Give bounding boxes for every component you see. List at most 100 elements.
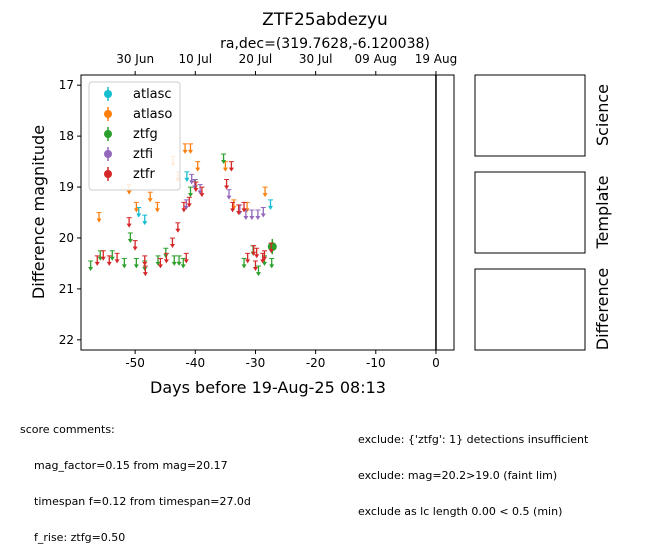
upper-limit-point: [175, 222, 181, 233]
upper-limit-point: [187, 143, 193, 154]
upper-limit-point: [127, 232, 133, 243]
upper-limit-point: [268, 199, 274, 210]
upper-limit-point: [147, 191, 153, 203]
thumbnail-box: [474, 171, 586, 254]
legend-label: atlasc: [133, 87, 172, 102]
upper-limit-point: [255, 265, 261, 277]
upper-limit-point: [195, 161, 201, 172]
x-tick-label: -50: [125, 356, 145, 370]
score-comments: score comments: mag_factor=0.15 from mag…: [20, 400, 251, 556]
top-tick-label: 09 Aug: [355, 52, 398, 66]
upper-limit-point: [96, 212, 102, 223]
upper-limit-point: [249, 209, 255, 221]
upper-limit-point: [260, 207, 266, 218]
x-tick-label: 0: [432, 356, 440, 370]
thumbnail-box: [474, 268, 586, 351]
legend: atlasc atlaso ztfg ztfi ztfr: [88, 81, 181, 191]
y-tick-label: 17: [59, 78, 74, 92]
legend-label: ztfi: [133, 147, 153, 162]
upper-limit-point: [133, 201, 139, 213]
upper-limit-point: [193, 181, 199, 193]
top-tick-label: 10 Jul: [179, 52, 213, 66]
top-tick-label: 19 Aug: [415, 52, 458, 66]
thumbnail-panel: Difference: [474, 268, 612, 351]
x-tick-label: -30: [246, 356, 266, 370]
upper-limit-point: [183, 252, 189, 264]
y-tick-label: 21: [59, 282, 74, 296]
legend-box: [88, 81, 181, 191]
y-tick-label: 19: [59, 180, 74, 194]
thumbnail-panel: Science: [474, 74, 612, 157]
lightcurve-figure: ZTF25abdezyu ra,dec=(319.7628,-6.120038)…: [29, 10, 612, 397]
y-tick-label: 22: [59, 333, 74, 347]
score-comments-header: score comments:: [20, 423, 115, 436]
chart-subtitle: ra,dec=(319.7628,-6.120038): [220, 36, 430, 52]
score-comment-line: f_rise: ztfg=0.50: [34, 531, 126, 544]
upper-limit-point: [133, 257, 139, 269]
thumbnail-label: Science: [593, 84, 612, 146]
upper-limit-point: [241, 201, 247, 213]
upper-limit-point: [269, 257, 275, 269]
upper-limit-point: [245, 252, 251, 264]
upper-limit-point: [94, 255, 100, 266]
upper-limit-point: [121, 257, 127, 269]
upper-limit-point: [182, 143, 188, 154]
upper-limit-point: [155, 255, 161, 266]
upper-limit-point: [230, 201, 236, 213]
x-tick-label: -40: [186, 356, 206, 370]
legend-item: ztfi: [104, 147, 153, 162]
upper-limit-point: [142, 255, 148, 266]
y-axis-label: Difference magnitude: [29, 125, 48, 299]
upper-limit-point: [199, 186, 205, 198]
upper-limit-point: [176, 255, 182, 266]
upper-limit-point: [224, 178, 230, 190]
score-comment-line: timespan f=0.12 from timespan=27.0d: [34, 495, 251, 508]
upper-limit-point: [226, 189, 232, 200]
upper-limit-point: [142, 214, 148, 226]
legend-item: atlasc: [104, 87, 172, 102]
top-tick-label: 30 Jun: [116, 52, 154, 66]
exclude-comment-line: exclude: {'ztfg': 1} detections insuffic…: [358, 433, 589, 446]
upper-limit-point: [186, 196, 192, 208]
upper-limit-point: [241, 257, 247, 269]
y-tick-label: 20: [59, 231, 74, 245]
upper-limit-point: [251, 245, 257, 256]
upper-limit-point: [169, 237, 175, 249]
upper-limit-point: [262, 186, 268, 198]
upper-limit-point: [180, 257, 186, 269]
upper-limit-point: [268, 242, 274, 254]
detection-point: [267, 242, 277, 252]
score-comment-line: mag_factor=0.15 from mag=20.17: [34, 459, 228, 472]
upper-limit-point: [163, 252, 169, 264]
legend-label: ztfr: [133, 167, 155, 182]
upper-limit-point: [106, 255, 112, 266]
legend-label: ztfg: [133, 127, 158, 142]
exclude-comment-line: exclude: mag=20.2>19.0 (faint lim): [358, 469, 558, 482]
upper-limit-point: [109, 250, 115, 261]
x-axis-label: Days before 19-Aug-25 08:13: [150, 378, 386, 397]
upper-limit-point: [157, 257, 163, 269]
thumbnail-panel: Template: [474, 171, 612, 254]
exclude-comments: exclude: {'ztfg': 1} detections insuffic…: [358, 410, 588, 530]
exclude-comment-line: exclude as lc length 0.00 < 0.5 (min): [358, 505, 563, 518]
upper-limit-point: [126, 217, 132, 228]
x-tick-label: -10: [366, 356, 386, 370]
upper-limit-point: [183, 199, 189, 210]
upper-limit-point: [181, 201, 187, 213]
upper-limit-point: [261, 250, 267, 261]
legend-label: atlaso: [133, 107, 172, 122]
upper-limit-point: [221, 153, 227, 165]
upper-limit-point: [187, 186, 193, 198]
upper-limit-point: [88, 260, 94, 271]
legend-item: ztfg: [104, 127, 158, 142]
upper-limit-point: [142, 265, 148, 277]
x-tick-label: -20: [306, 356, 326, 370]
y-tick-label: 18: [59, 129, 74, 143]
upper-limit-point: [189, 173, 195, 185]
thumbnail-label: Difference: [593, 268, 612, 350]
upper-limit-point: [114, 252, 120, 264]
upper-limit-point: [254, 247, 260, 259]
upper-limit-point: [136, 207, 142, 218]
plot-frame: [80, 74, 455, 351]
upper-limit-point: [100, 250, 106, 261]
